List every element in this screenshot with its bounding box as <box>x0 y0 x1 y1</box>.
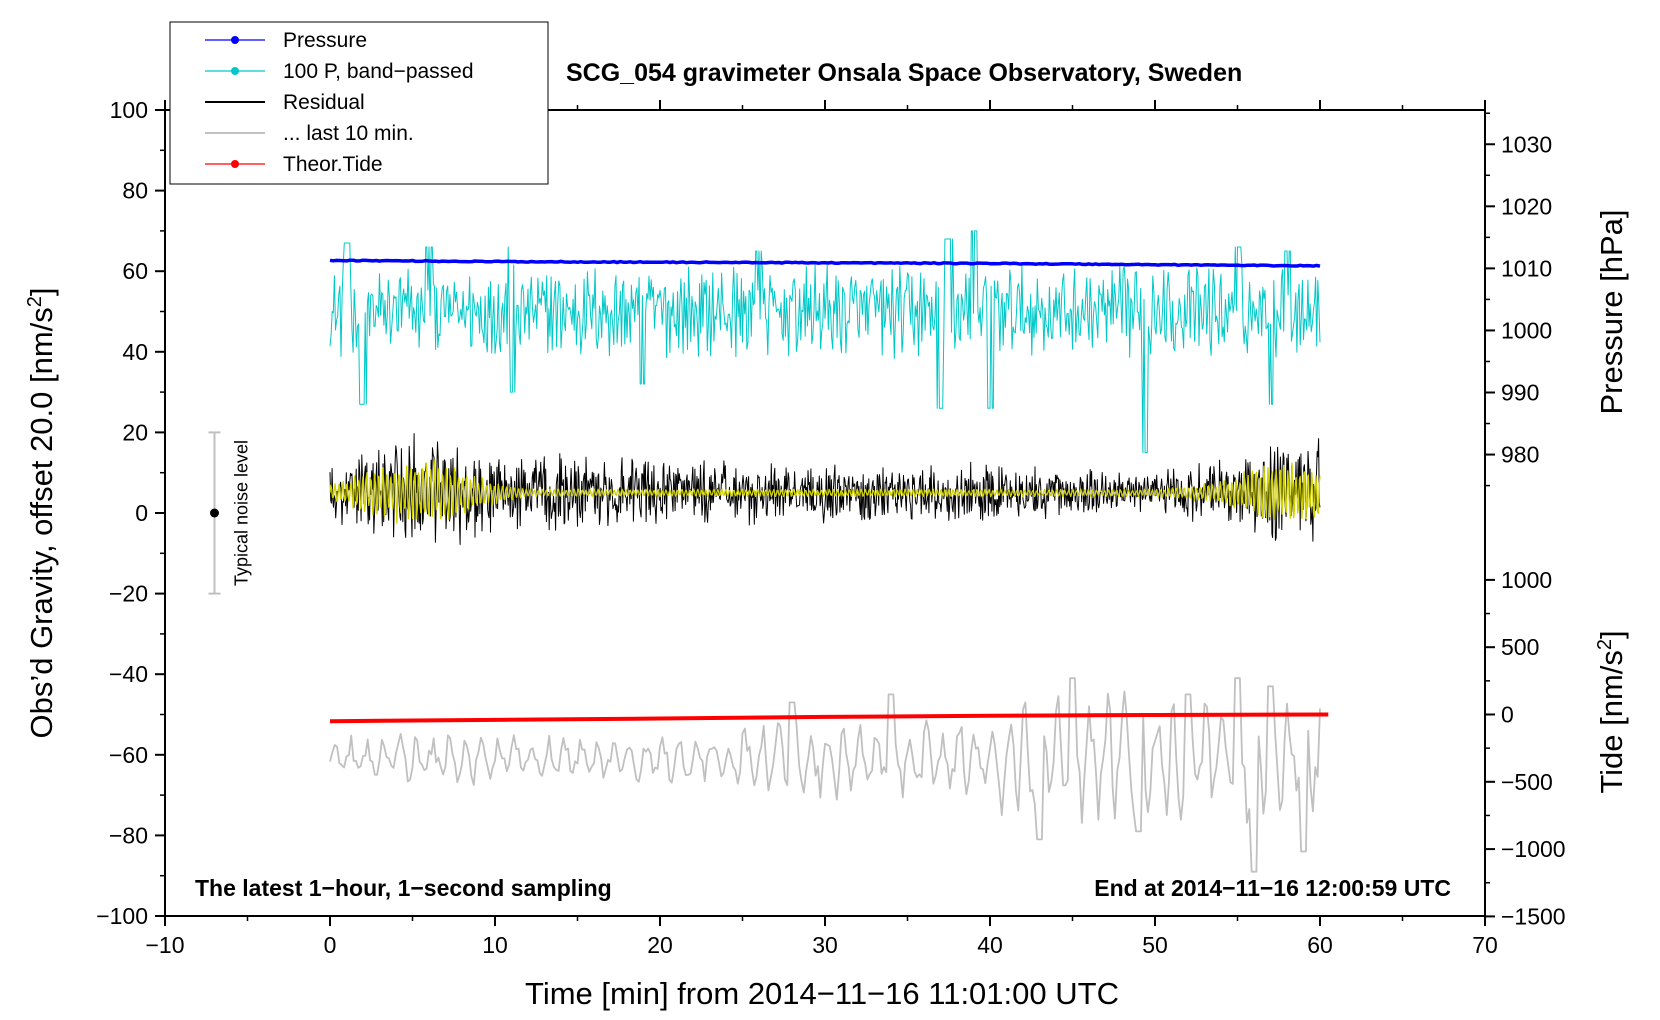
y-axis-tide-title: Tide [nm/s2] <box>1594 630 1629 793</box>
legend-marker <box>231 160 239 168</box>
legend-marker <box>231 36 239 44</box>
tide-tick-label: −1000 <box>1501 836 1566 862</box>
legend-label: Theor.Tide <box>283 153 383 176</box>
y-left-tick-label: 40 <box>122 339 148 365</box>
tide-tick-label: 1000 <box>1501 567 1552 593</box>
series-last-10-min <box>329 677 1321 873</box>
x-tick-label: 10 <box>482 932 508 958</box>
y-axis-left-title: Obs’d Gravity, offset 20.0 [nm/s2] <box>24 287 59 738</box>
y-axis-left-title-close: ] <box>24 287 59 296</box>
y-left-tick-label: 100 <box>110 97 148 123</box>
x-tick-label: 70 <box>1472 932 1498 958</box>
pressure-tick-label: 1030 <box>1501 131 1552 157</box>
x-tick-label: 60 <box>1307 932 1333 958</box>
x-axis-title: Time [min] from 2014−11−16 11:01:00 UTC <box>525 976 1119 1011</box>
x-tick-label: 30 <box>812 932 838 958</box>
chart-title: SCG_054 gravimeter Onsala Space Observat… <box>566 59 1242 87</box>
y-axis-pressure-title: Pressure [hPa] <box>1594 209 1629 414</box>
series-layer <box>329 230 1329 873</box>
y-axis-tide-title-main: Tide [nm/s <box>1594 650 1629 794</box>
pressure-tick-label: 1010 <box>1501 255 1552 281</box>
series-pressure <box>329 258 1321 268</box>
y-left-tick-label: 0 <box>135 500 148 526</box>
series-residual-smoothed <box>329 459 1321 524</box>
pressure-tick-label: 980 <box>1501 442 1539 468</box>
y-axis-left-title-main: Obs’d Gravity, offset 20.0 [nm/s <box>24 307 59 738</box>
tide-tick-label: 0 <box>1501 702 1514 728</box>
legend: Pressure 100 P, band−passed Residual ... la… <box>169 21 549 185</box>
x-tick-label: 40 <box>977 932 1003 958</box>
y-axis-tide-title-sup: 2 <box>1594 639 1616 650</box>
y-axis-left-title-sup: 2 <box>24 296 46 307</box>
legend-label: 100 P, band−passed <box>283 60 474 83</box>
note-right: End at 2014−11−16 12:00:59 UTC <box>1094 875 1451 901</box>
x-axis-title-time: 2014−11−16 11:01:00 UTC <box>748 976 1119 1011</box>
x-tick-label: 0 <box>324 932 337 958</box>
x-axis-title-prefix: Time [min] from <box>525 976 739 1011</box>
pressure-tick-label: 1020 <box>1501 193 1552 219</box>
noise-bar-label: Typical noise level <box>232 440 252 586</box>
y-left-tick-label: −80 <box>109 822 148 848</box>
note-left: The latest 1−hour, 1−second sampling <box>195 875 612 901</box>
y-left-tick-label: 20 <box>122 419 148 445</box>
y-left-tick-label: 80 <box>122 178 148 204</box>
tide-tick-label: −500 <box>1501 769 1553 795</box>
y-left-tick-label: 60 <box>122 258 148 284</box>
tide-tick-label: −1500 <box>1501 903 1566 929</box>
series-bandpassed-pressure <box>329 230 1321 454</box>
legend-label: Residual <box>283 91 365 114</box>
legend-marker <box>231 67 239 75</box>
y-left-tick-label: −60 <box>109 742 148 768</box>
pressure-tick-label: 1000 <box>1501 317 1552 343</box>
y-left-tick-label: −40 <box>109 661 148 687</box>
y-left-tick-label: −100 <box>96 903 148 929</box>
noise-bar-dot <box>210 508 219 518</box>
x-tick-label: −10 <box>145 932 184 958</box>
noise-level-bar: Typical noise level <box>208 431 252 595</box>
y-left-tick-label: −20 <box>109 581 148 607</box>
legend-label: ... last 10 min. <box>283 122 414 145</box>
legend-label: Pressure <box>283 29 367 52</box>
tide-tick-label: 500 <box>1501 634 1539 660</box>
y-axis-tide-title-close: ] <box>1594 630 1629 639</box>
x-tick-label: 50 <box>1142 932 1168 958</box>
series-theor-tide <box>329 712 1329 724</box>
pressure-tick-label: 990 <box>1501 380 1539 406</box>
axis-ticks: −10 0 10 20 30 40 50 60 70100806040200−20−40−60−… <box>96 97 1565 958</box>
x-tick-label: 20 <box>647 932 673 958</box>
plot-frame <box>164 109 1486 917</box>
